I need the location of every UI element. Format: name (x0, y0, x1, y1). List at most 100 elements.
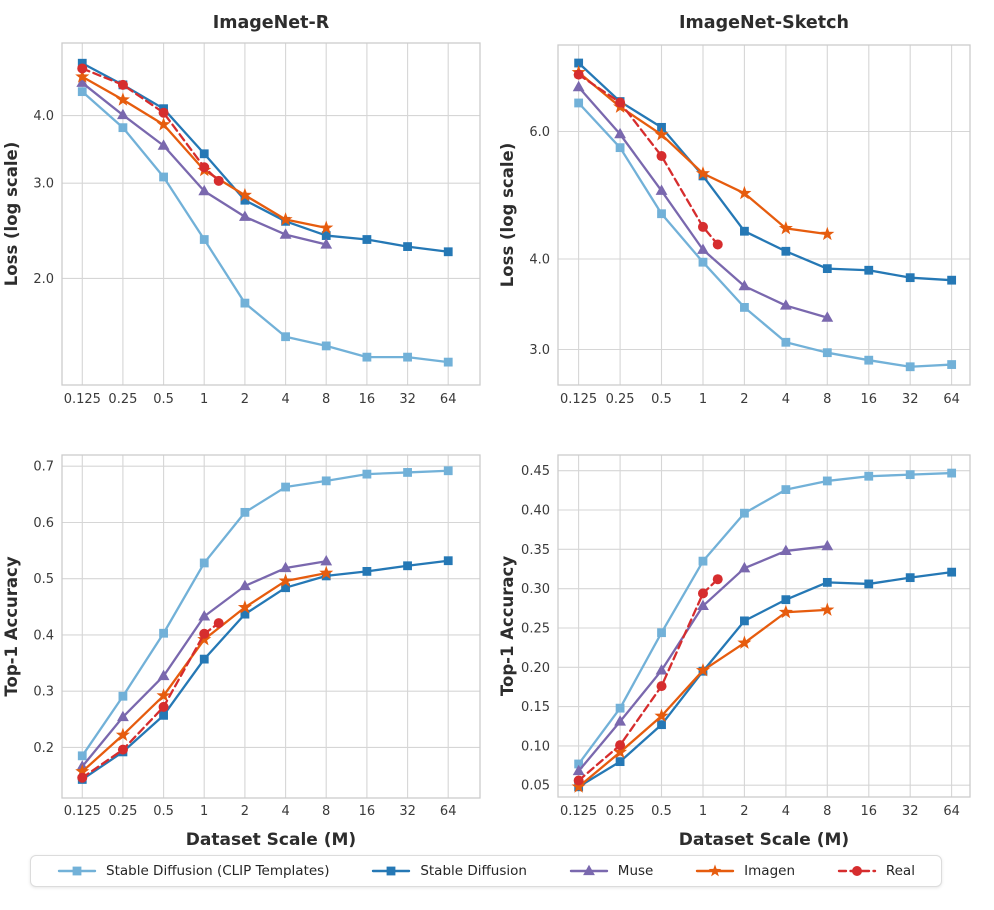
data-point-triangle (572, 80, 585, 92)
data-point-square (740, 302, 749, 312)
series-real (573, 69, 723, 250)
data-point-circle (615, 97, 626, 108)
data-point-circle (117, 744, 128, 755)
data-point-star (115, 727, 130, 742)
series-sd (574, 58, 957, 285)
data-point-square (698, 556, 708, 566)
y-tick-label: 0.40 (521, 504, 550, 519)
legend-item-stable-diffusion-clip-templates: Stable Diffusion (CLIP Templates) (57, 863, 329, 879)
data-point-star (778, 220, 793, 235)
data-point-square (118, 123, 128, 133)
data-point-square (905, 573, 915, 583)
y-tick-label: 3.0 (33, 177, 54, 192)
y-axis-label: Loss (log scale) (2, 142, 21, 286)
data-point-square (574, 98, 584, 108)
data-point-triangle (655, 184, 668, 195)
series-real (573, 574, 723, 786)
x-tick-label: 0.125 (560, 804, 597, 819)
legend-label: Imagen (744, 863, 796, 879)
series-imagen (571, 602, 835, 793)
stable-diffusion-clip-templates-marker-icon (57, 866, 97, 876)
data-point-square (159, 628, 168, 638)
x-axis-label: Dataset Scale (M) (186, 830, 356, 850)
x-tick-label: 2 (241, 804, 249, 819)
x-tick-label: 1 (200, 804, 208, 819)
data-point-circle (199, 162, 210, 173)
x-tick-label: 0.125 (560, 392, 597, 407)
x-tick-label: 16 (861, 392, 878, 407)
data-point-star (237, 187, 252, 202)
y-axis-label: Top-1 Accuracy (2, 556, 21, 696)
data-point-square (615, 143, 625, 153)
data-point-star (737, 185, 752, 200)
data-point-square (403, 242, 412, 251)
data-point-triangle (320, 554, 333, 566)
x-tick-label: 16 (359, 804, 376, 819)
data-point-square (443, 357, 453, 367)
data-point-square (321, 341, 331, 351)
data-point-star (278, 573, 293, 587)
series-real-line (577, 73, 719, 246)
data-point-circle (656, 681, 667, 692)
data-point-square (362, 235, 372, 244)
data-point-square (199, 149, 209, 159)
data-point-triangle (582, 864, 595, 876)
y-tick-label: 0.7 (33, 460, 54, 475)
data-point-triangle (655, 664, 668, 675)
real-marker-icon (837, 866, 877, 876)
legend-item-muse: Muse (569, 863, 654, 879)
y-tick-label: 0.35 (521, 543, 550, 558)
x-tick-label: 4 (281, 392, 289, 407)
series-muse (572, 539, 834, 776)
series-sd (77, 556, 453, 784)
x-tick-label: 1 (699, 392, 707, 407)
x-tick-label: 64 (440, 804, 457, 819)
data-point-circle (213, 175, 224, 186)
data-point-circle (851, 866, 862, 876)
data-point-square (615, 703, 625, 713)
series-muse (572, 80, 834, 322)
y-axis-label: Top-1 Accuracy (498, 556, 517, 696)
x-tick-label: 0.25 (606, 392, 635, 407)
y-tick-label: 3.0 (529, 343, 550, 358)
series-sd_clip-line (577, 101, 953, 368)
series-sd_clip (77, 87, 453, 367)
series-sd_clip-line (81, 469, 450, 757)
chart-imagenet-sketch-loss: 0.125 0.25 0.5 1 2 4 8 16 32 64 3.0 4.0 6.0 ImageNet-… (498, 13, 971, 407)
data-point-square (864, 579, 874, 589)
data-point-circle (213, 618, 224, 629)
x-tick-label: 2 (740, 804, 748, 819)
y-tick-label: 0.6 (33, 516, 54, 531)
y-tick-label: 0.20 (521, 661, 550, 676)
data-point-star (695, 166, 711, 180)
data-point-star (571, 779, 586, 793)
muse-marker-icon (569, 864, 608, 876)
data-point-square (321, 476, 331, 486)
x-tick-label: 2 (241, 392, 249, 407)
data-point-circle (158, 107, 169, 118)
data-point-square (443, 556, 453, 566)
data-point-triangle (198, 184, 211, 196)
y-tick-label: 0.2 (33, 741, 54, 756)
plot-border (557, 454, 971, 798)
data-point-star (115, 92, 130, 106)
data-point-circle (697, 221, 708, 232)
x-tick-label: 4 (281, 804, 289, 819)
x-tick-label: 4 (782, 804, 790, 819)
x-tick-label: 64 (943, 392, 960, 407)
series-sd_clip-line (81, 90, 450, 364)
legend-label: Muse (617, 863, 654, 879)
data-point-square (822, 476, 832, 486)
imagen-marker-icon (695, 864, 735, 877)
data-point-square (443, 247, 453, 257)
data-point-square (864, 355, 874, 365)
y-tick-label: 0.45 (521, 464, 550, 479)
data-point-square (657, 209, 666, 219)
data-point-triangle (157, 669, 170, 681)
data-point-star (613, 744, 628, 759)
chart-title: ImageNet-R (213, 13, 330, 33)
series-sd_clip (574, 468, 957, 769)
legend-item-real: Real (837, 863, 915, 879)
x-tick-label: 0.5 (153, 392, 174, 407)
x-tick-label: 32 (902, 392, 919, 407)
